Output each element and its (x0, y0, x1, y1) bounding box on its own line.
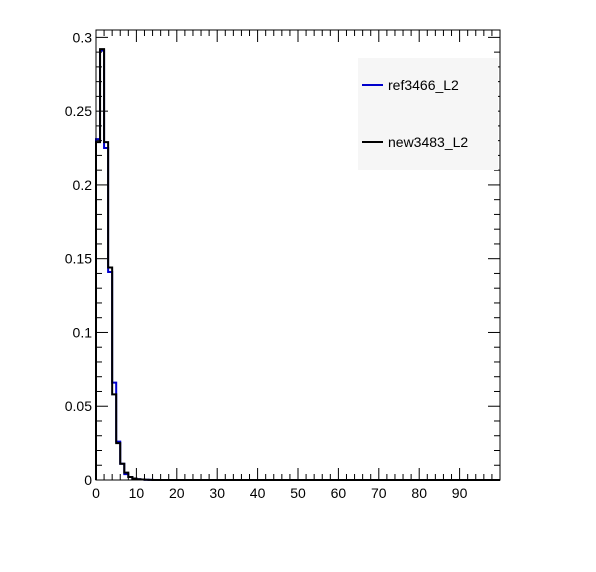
y-tick-label: 0.25 (65, 103, 92, 119)
x-tick-label: 20 (169, 485, 185, 501)
axis-ticks (95, 30, 500, 481)
x-tick-label: 90 (452, 485, 468, 501)
tick-labels: 0 10 20 30 40 50 60 70 80 90 0 0.05 0.1 0.15 0.2 0.25 0.… (65, 29, 468, 501)
legend-label-new: new3483_L2 (388, 134, 468, 150)
x-tick-label: 60 (331, 485, 347, 501)
plot-frame (95, 29, 501, 481)
y-tick-label: 0.3 (73, 29, 93, 45)
x-tick-label: 10 (129, 485, 145, 501)
legend-box (358, 58, 498, 170)
x-tick-label: 70 (371, 485, 387, 501)
x-tick-label: 50 (290, 485, 306, 501)
y-tick-label: 0.15 (65, 251, 92, 267)
y-tick-label: 0.05 (65, 398, 92, 414)
y-tick-label: 0.1 (73, 324, 93, 340)
x-tick-label: 40 (250, 485, 266, 501)
legend-label-ref: ref3466_L2 (388, 77, 459, 93)
x-tick-label: 0 (92, 485, 100, 501)
x-tick-label: 30 (209, 485, 225, 501)
x-tick-label: 80 (411, 485, 427, 501)
y-tick-label: 0 (84, 472, 92, 488)
legend: ref3466_L2 new3483_L2 (358, 58, 498, 170)
y-tick-label: 0.2 (73, 177, 93, 193)
